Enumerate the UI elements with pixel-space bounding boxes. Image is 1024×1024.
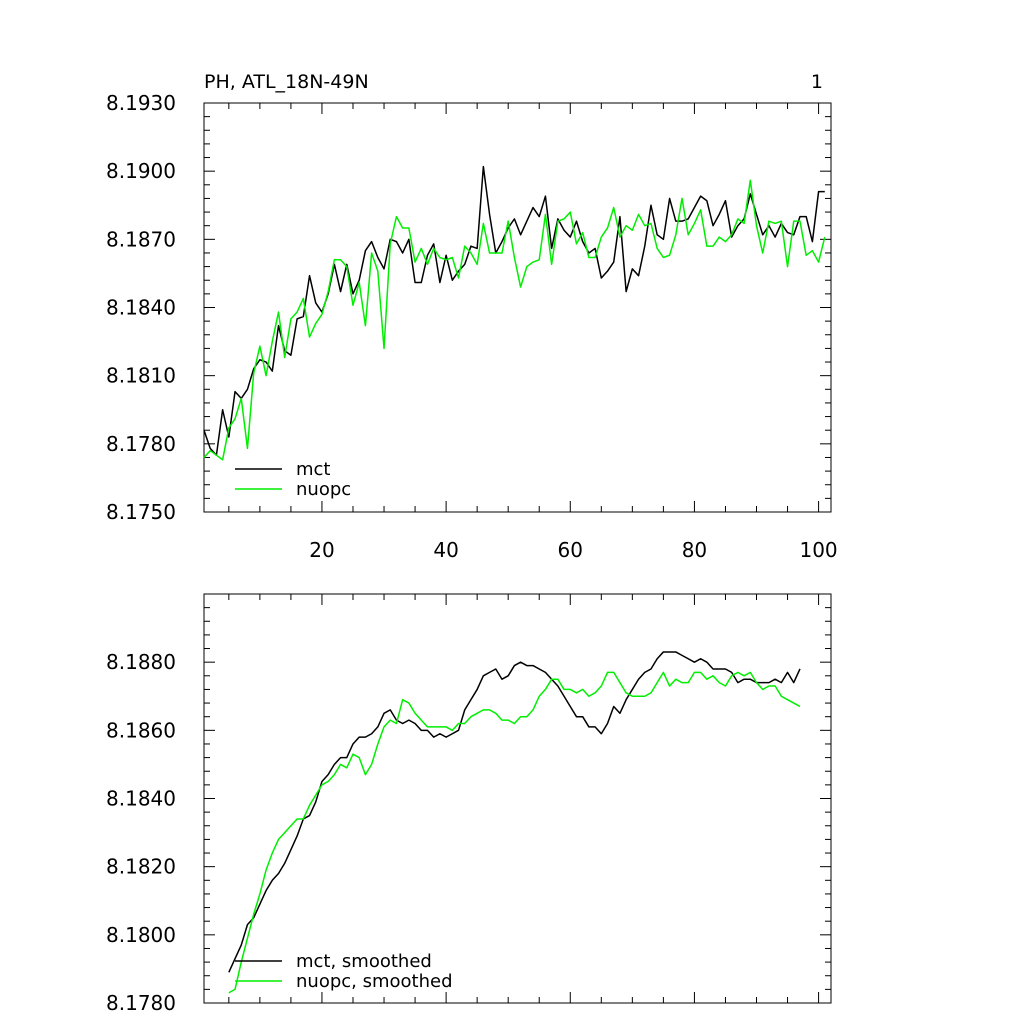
y-tick-label: 8.1930 — [106, 91, 176, 115]
y-tick-label: 8.1780 — [106, 432, 176, 456]
y-tick-label: 8.1900 — [106, 159, 176, 183]
x-tick-label: 100 — [799, 538, 837, 562]
x-tick-label: 80 — [682, 538, 707, 562]
y-tick-label: 8.1840 — [106, 787, 176, 811]
panel-number: 1 — [811, 71, 823, 93]
y-tick-label: 8.1870 — [106, 227, 176, 251]
x-tick-label: 60 — [558, 538, 583, 562]
series-line-mct-smoothed — [228, 651, 801, 973]
legend-label: mct, smoothed — [296, 951, 432, 972]
series-line-mct — [203, 165, 825, 456]
y-tick-label: 8.1880 — [106, 650, 176, 674]
bottom-panel: 8.1780 8.1800 8.1820 8.1840 8.1860 8.1880 mct,… — [106, 593, 832, 1015]
plot-frame — [203, 102, 832, 513]
y-tick-label: 8.1840 — [106, 296, 176, 320]
y-tick-label: 8.1780 — [106, 991, 176, 1015]
y-tick-label: 8.1820 — [106, 855, 176, 879]
y-tick-label: 8.1860 — [106, 718, 176, 742]
plot-title: PH, ATL_18N-49N — [204, 71, 369, 93]
plot-frame — [203, 593, 832, 1004]
y-tick-label: 8.1810 — [106, 364, 176, 388]
y-tick-label: 8.1800 — [106, 923, 176, 947]
y-tick-label: 8.1750 — [106, 500, 176, 524]
x-tick-label: 40 — [433, 538, 458, 562]
legend-label: nuopc — [296, 479, 351, 500]
series-line-nuopc-smoothed — [228, 671, 801, 994]
top-panel: 20 40 60 80 100 8.1750 8.1780 8.1810 8.1840 8.187… — [106, 91, 838, 562]
x-tick-label: 20 — [309, 538, 334, 562]
legend-label: nuopc, smoothed — [296, 971, 453, 992]
series-line-nuopc — [203, 179, 826, 461]
legend-label: mct — [296, 459, 331, 480]
